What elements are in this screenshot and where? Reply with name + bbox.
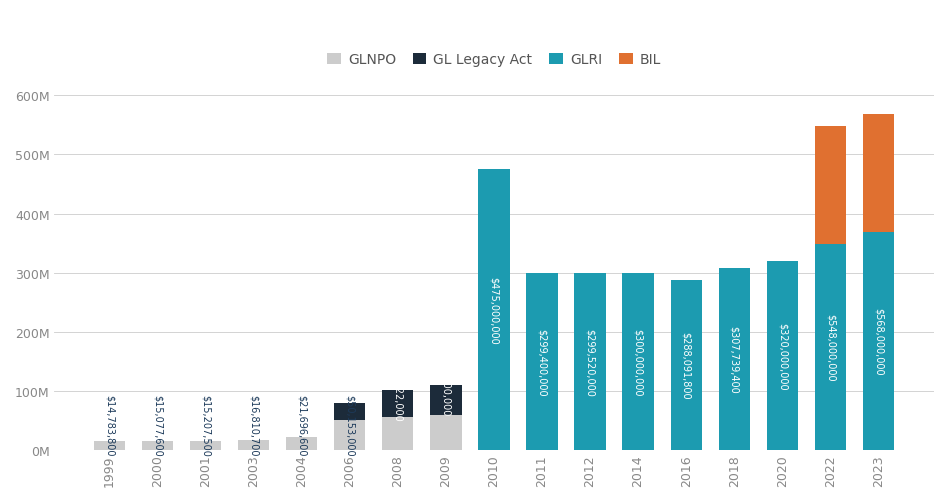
Text: $568,000,000: $568,000,000 bbox=[873, 308, 884, 375]
Text: $299,520,000: $299,520,000 bbox=[586, 328, 595, 396]
Bar bbox=[142, 441, 174, 450]
Bar bbox=[767, 262, 798, 450]
Bar bbox=[94, 441, 125, 450]
Bar bbox=[430, 385, 461, 415]
Text: $21,696,600: $21,696,600 bbox=[297, 394, 307, 455]
Bar bbox=[718, 269, 750, 450]
Bar bbox=[671, 280, 702, 450]
Text: $15,077,600: $15,077,600 bbox=[153, 394, 162, 455]
Bar bbox=[382, 417, 414, 450]
Text: $475,000,000: $475,000,000 bbox=[489, 276, 499, 344]
Text: $56,322,000: $56,322,000 bbox=[393, 360, 403, 421]
Bar bbox=[334, 403, 365, 420]
Bar bbox=[814, 127, 846, 245]
Bar bbox=[623, 273, 654, 450]
Text: $320,000,000: $320,000,000 bbox=[777, 322, 788, 389]
Text: $50,153,000: $50,153,000 bbox=[344, 394, 355, 455]
Bar bbox=[334, 420, 365, 450]
Bar bbox=[478, 170, 510, 450]
Bar bbox=[527, 274, 558, 450]
Text: $548,000,000: $548,000,000 bbox=[826, 314, 835, 381]
Text: $16,810,700: $16,810,700 bbox=[249, 394, 259, 455]
Bar bbox=[863, 115, 894, 233]
Bar bbox=[863, 233, 894, 450]
Bar bbox=[190, 441, 221, 450]
Bar bbox=[814, 245, 846, 450]
Text: $299,400,000: $299,400,000 bbox=[537, 328, 547, 395]
Bar bbox=[287, 437, 317, 450]
Bar bbox=[430, 415, 461, 450]
Text: $288,091,800: $288,091,800 bbox=[681, 331, 691, 399]
Text: $14,783,800: $14,783,800 bbox=[104, 394, 115, 455]
Text: $60,000,000: $60,000,000 bbox=[441, 355, 451, 416]
Bar bbox=[382, 390, 414, 417]
Bar bbox=[574, 274, 605, 450]
Text: $300,000,000: $300,000,000 bbox=[633, 328, 643, 395]
Bar bbox=[238, 440, 270, 450]
Text: $307,739,400: $307,739,400 bbox=[729, 326, 739, 393]
Legend: GLNPO, GL Legacy Act, GLRI, BIL: GLNPO, GL Legacy Act, GLRI, BIL bbox=[322, 48, 666, 73]
Text: $15,207,500: $15,207,500 bbox=[200, 394, 211, 456]
